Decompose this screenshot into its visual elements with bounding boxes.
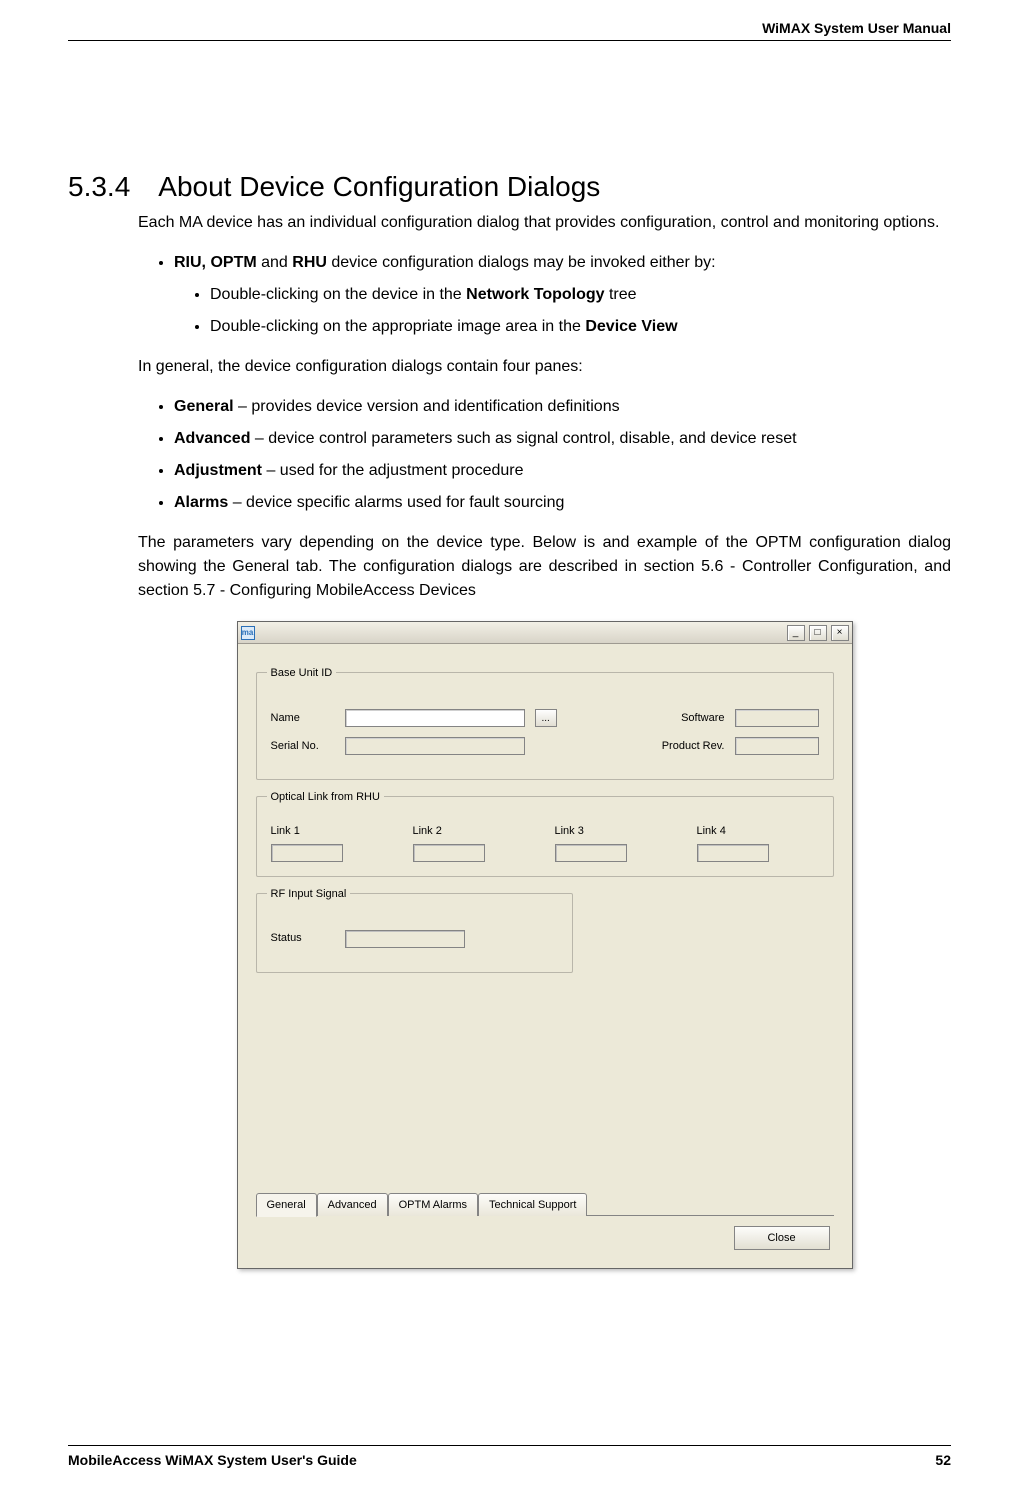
dialog-body: Base Unit ID Name ... Software Serial No… xyxy=(238,644,852,1268)
maximize-icon: □ xyxy=(814,628,820,638)
label-link4: Link 4 xyxy=(697,823,819,840)
dialog-screenshot: ma _ □ × Base Unit ID Name ... S xyxy=(138,621,951,1269)
tabs-row: General Advanced OPTM Alarms Technical S… xyxy=(256,1191,834,1216)
pane-desc: – provides device version and identifica… xyxy=(234,398,620,415)
sub-bullet-topology: Double-clicking on the device in the Net… xyxy=(210,283,951,307)
input-product-rev xyxy=(735,737,819,755)
page: WiMAX System User Manual 5.3.4 About Dev… xyxy=(0,0,1019,1496)
tab-optm-alarms[interactable]: OPTM Alarms xyxy=(388,1193,478,1217)
pane-alarms: Alarms – device specific alarms used for… xyxy=(174,491,951,515)
pane-adjustment: Adjustment – used for the adjustment pro… xyxy=(174,459,951,483)
titlebar: ma _ □ × xyxy=(238,622,852,644)
display-link3 xyxy=(555,844,627,862)
paragraph-example-ref: The parameters vary depending on the dev… xyxy=(138,531,951,603)
header-rule xyxy=(68,40,951,41)
footer-left: MobileAccess WiMAX System User's Guide xyxy=(68,1452,357,1468)
label-link2: Link 2 xyxy=(413,823,535,840)
pane-name: General xyxy=(174,398,234,415)
panes-list: General – provides device version and id… xyxy=(138,395,951,515)
pane-advanced: Advanced – device control parameters suc… xyxy=(174,427,951,451)
group-legend: Optical Link from RHU xyxy=(267,789,384,806)
link-col-4: Link 4 xyxy=(697,823,819,862)
footer-page-number: 52 xyxy=(935,1452,951,1468)
sub-bullet-device-view: Double-clicking on the appropriate image… xyxy=(210,315,951,339)
text: Double-clicking on the device in the xyxy=(210,286,466,303)
tab-technical-support[interactable]: Technical Support xyxy=(478,1193,587,1217)
display-link1 xyxy=(271,844,343,862)
pane-desc: – device control parameters such as sign… xyxy=(250,430,796,447)
page-footer: MobileAccess WiMAX System User's Guide 5… xyxy=(68,1445,951,1468)
row-name: Name ... Software xyxy=(271,709,819,727)
body-text: Each MA device has an individual configu… xyxy=(138,211,951,1269)
section-number: 5.3.4 xyxy=(68,171,130,203)
label-serial: Serial No. xyxy=(271,738,335,755)
text: Double-clicking on the appropriate image… xyxy=(210,318,585,335)
maximize-button[interactable]: □ xyxy=(809,625,827,641)
close-button[interactable]: Close xyxy=(734,1226,830,1250)
link-grid: Link 1 Link 2 Link 3 xyxy=(271,823,819,862)
paragraph-panes-intro: In general, the device configuration dia… xyxy=(138,355,951,379)
label-name: Name xyxy=(271,710,335,727)
tab-general[interactable]: General xyxy=(256,1193,317,1218)
link-col-2: Link 2 xyxy=(413,823,535,862)
text: and xyxy=(257,254,293,271)
row-serial: Serial No. Product Rev. xyxy=(271,737,819,755)
input-software xyxy=(735,709,819,727)
pane-desc: – device specific alarms used for fault … xyxy=(228,494,564,511)
text: device configuration dialogs may be invo… xyxy=(327,254,716,271)
bullet-invoke: RIU, OPTM and RHU device configuration d… xyxy=(174,251,951,339)
label-link3: Link 3 xyxy=(555,823,677,840)
pane-name: Advanced xyxy=(174,430,250,447)
sub-bullets: Double-clicking on the device in the Net… xyxy=(174,283,951,339)
pane-general: General – provides device version and id… xyxy=(174,395,951,419)
bold-rhu: RHU xyxy=(292,254,327,271)
invoke-bullet-list: RIU, OPTM and RHU device configuration d… xyxy=(138,251,951,339)
text: tree xyxy=(605,286,637,303)
label-link1: Link 1 xyxy=(271,823,393,840)
tab-advanced[interactable]: Advanced xyxy=(317,1193,388,1217)
display-status xyxy=(345,930,465,948)
row-status: Status xyxy=(271,930,559,948)
display-link2 xyxy=(413,844,485,862)
browse-button[interactable]: ... xyxy=(535,709,557,727)
app-icon: ma xyxy=(241,626,255,640)
close-icon: × xyxy=(837,628,843,638)
display-link4 xyxy=(697,844,769,862)
close-window-button[interactable]: × xyxy=(831,625,849,641)
label-product-rev: Product Rev. xyxy=(662,738,725,755)
paragraph-intro: Each MA device has an individual configu… xyxy=(138,211,951,235)
minimize-button[interactable]: _ xyxy=(787,625,805,641)
label-software: Software xyxy=(681,710,724,727)
pane-name: Adjustment xyxy=(174,462,262,479)
group-legend: Base Unit ID xyxy=(267,665,337,682)
label-status: Status xyxy=(271,930,335,947)
input-serial xyxy=(345,737,525,755)
input-name[interactable] xyxy=(345,709,525,727)
dialog-footer: Close xyxy=(256,1216,834,1254)
bold-riu-optm: RIU, OPTM xyxy=(174,254,257,271)
group-rf-input: RF Input Signal Status xyxy=(256,893,574,973)
group-base-unit-id: Base Unit ID Name ... Software Serial No… xyxy=(256,672,834,780)
minimize-icon: _ xyxy=(793,628,799,638)
section-heading: 5.3.4 About Device Configuration Dialogs xyxy=(68,171,951,203)
config-dialog: ma _ □ × Base Unit ID Name ... S xyxy=(237,621,853,1269)
section-title: About Device Configuration Dialogs xyxy=(158,171,600,203)
pane-desc: – used for the adjustment procedure xyxy=(262,462,524,479)
bold-network-topology: Network Topology xyxy=(466,286,604,303)
bold-device-view: Device View xyxy=(585,318,677,335)
group-optical-link: Optical Link from RHU Link 1 Link 2 xyxy=(256,796,834,877)
pane-name: Alarms xyxy=(174,494,228,511)
link-col-3: Link 3 xyxy=(555,823,677,862)
group-legend: RF Input Signal xyxy=(267,886,351,903)
link-col-1: Link 1 xyxy=(271,823,393,862)
header-title: WiMAX System User Manual xyxy=(68,20,951,36)
